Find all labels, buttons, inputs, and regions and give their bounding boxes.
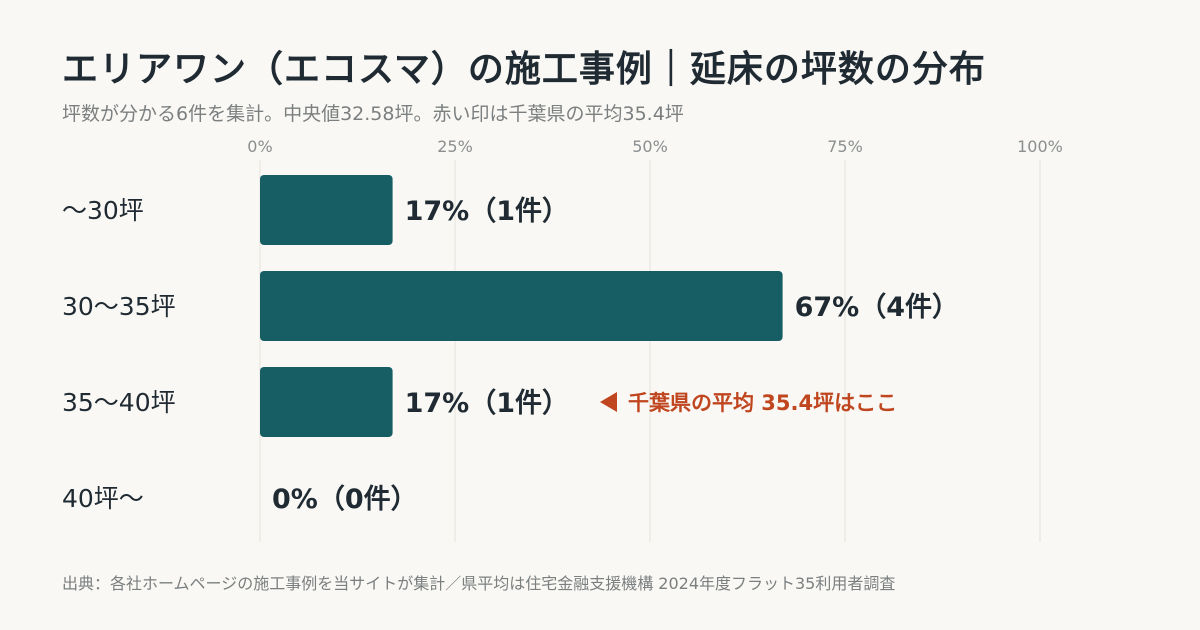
- x-tick-label: 25%: [437, 137, 473, 156]
- x-tick-label: 75%: [827, 137, 863, 156]
- source-note: 出典：各社ホームページの施工事例を当サイトが集計／県平均は住宅金融支援機構 20…: [62, 574, 896, 593]
- data-label: 67%（4件）: [795, 292, 959, 323]
- chart-subtitle: 坪数が分かる6件を集計。中央値32.58坪。赤い印は千葉県の平均35.4坪: [62, 103, 684, 125]
- average-marker-arrow: [600, 392, 617, 412]
- x-tick-label: 100%: [1017, 137, 1063, 156]
- category-label: 35〜40坪: [62, 388, 176, 417]
- data-label: 17%（1件）: [405, 196, 569, 227]
- x-tick-label: 0%: [247, 137, 272, 156]
- bar: [260, 271, 783, 341]
- chart-title: エリアワン（エコスマ）の施工事例｜延床の坪数の分布: [62, 49, 986, 90]
- average-marker-label: 千葉県の平均 35.4坪はここ: [628, 391, 897, 415]
- bar: [260, 367, 393, 437]
- data-label: 0%（0件）: [272, 484, 418, 515]
- category-label: 40坪〜: [62, 484, 144, 513]
- category-label: 〜30坪: [62, 196, 144, 225]
- x-tick-label: 50%: [632, 137, 668, 156]
- data-label: 17%（1件）: [405, 388, 569, 419]
- category-label: 30〜35坪: [62, 292, 176, 321]
- bar: [260, 175, 393, 245]
